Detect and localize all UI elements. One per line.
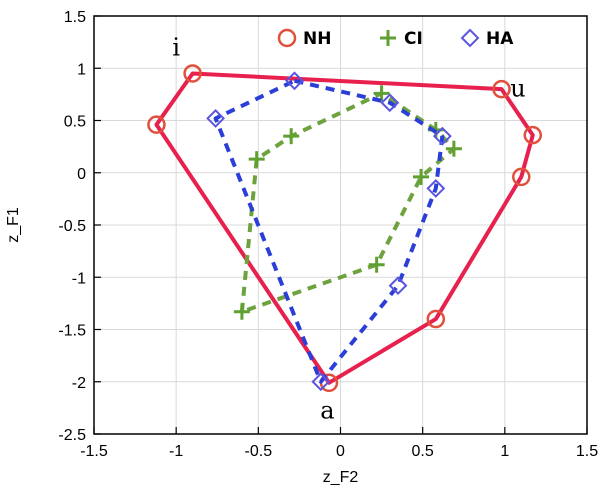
x-tick-label: 0 bbox=[336, 443, 345, 460]
series-ha bbox=[206, 71, 452, 392]
legend: NH CI HA bbox=[277, 28, 514, 49]
data-point-ci bbox=[413, 168, 430, 185]
x-tick-label: 0.5 bbox=[412, 443, 434, 460]
data-point-nh bbox=[426, 309, 446, 329]
data-point-ha bbox=[432, 126, 452, 146]
legend-label-ha: HA bbox=[486, 29, 514, 49]
y-tick-label: -1.5 bbox=[58, 323, 86, 340]
vowel-label-i: i bbox=[172, 34, 180, 62]
y-axis-title: z_F1 bbox=[5, 207, 22, 243]
data-point-ha bbox=[311, 372, 331, 392]
series-layer bbox=[147, 64, 543, 393]
vowel-label-u: u bbox=[510, 74, 525, 102]
series-line-ci bbox=[239, 91, 456, 314]
legend-label-ci: CI bbox=[404, 29, 423, 49]
vowel-label-a: a bbox=[320, 396, 334, 424]
y-tick-label: -0.5 bbox=[58, 218, 86, 235]
data-point-ci bbox=[368, 256, 385, 273]
series-line-ha bbox=[213, 78, 445, 384]
legend-item-nh: NH bbox=[277, 28, 331, 49]
data-point-nh bbox=[523, 125, 543, 145]
data-point-ha bbox=[206, 108, 226, 128]
data-point-ha bbox=[388, 276, 408, 296]
legend-marker-ci bbox=[380, 30, 396, 46]
data-point-ci bbox=[373, 85, 390, 102]
y-axis-ticks: 1.5 1 0.5 0 -0.5 -1 -1.5 -2 -2.5 bbox=[58, 9, 101, 444]
y-tick-label: -2.5 bbox=[58, 427, 86, 444]
data-point-nh bbox=[512, 167, 531, 187]
vowel-annotations: i u a bbox=[172, 34, 525, 425]
x-tick-label: 1 bbox=[500, 443, 509, 460]
series-nh bbox=[147, 64, 543, 393]
series-line-nh bbox=[154, 71, 535, 385]
data-point-ha bbox=[285, 71, 304, 91]
x-axis-ticks: -1.5 -1 -0.5 0 0.5 1 1.5 bbox=[80, 427, 598, 460]
y-tick-label: -2 bbox=[72, 375, 86, 392]
legend-label-nh: NH bbox=[303, 29, 331, 49]
y-tick-label: -1 bbox=[72, 270, 86, 287]
legend-marker-ha bbox=[460, 28, 480, 48]
data-point-ci bbox=[248, 151, 265, 168]
x-tick-label: -0.5 bbox=[245, 443, 273, 460]
data-point-nh bbox=[147, 115, 166, 134]
data-point-ci bbox=[233, 303, 250, 320]
y-tick-label: 1 bbox=[77, 61, 86, 78]
legend-marker-nh bbox=[277, 28, 297, 48]
x-tick-label: -1.5 bbox=[80, 443, 108, 460]
data-point-ha bbox=[426, 179, 446, 198]
y-tick-label: 0 bbox=[77, 166, 86, 183]
data-point-nh bbox=[492, 79, 511, 99]
data-point-nh bbox=[183, 64, 202, 83]
data-point-ci bbox=[445, 140, 462, 157]
y-tick-label: 0.5 bbox=[64, 114, 86, 131]
data-point-ha bbox=[380, 93, 400, 113]
data-point-ci bbox=[283, 128, 300, 145]
x-tick-label: 1.5 bbox=[576, 443, 598, 460]
legend-item-ci: CI bbox=[380, 29, 423, 49]
x-tick-label: -1 bbox=[169, 443, 183, 460]
y-tick-label: 1.5 bbox=[64, 9, 86, 26]
x-axis-title: z_F2 bbox=[323, 469, 359, 486]
legend-item-ha: HA bbox=[460, 28, 514, 49]
